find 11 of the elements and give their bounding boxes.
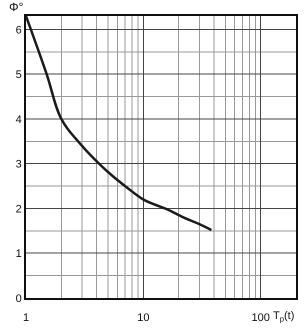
y-axis-title: Φ°: [9, 0, 24, 14]
x-axis-title: T$_{p}$(t): [273, 310, 294, 324]
x-tick-label: 10: [137, 312, 150, 324]
y-tick-label: 0: [16, 292, 22, 305]
y-tick-label: 5: [16, 69, 22, 82]
x-tick-label: 100: [252, 312, 270, 324]
y-tick-label: 6: [16, 24, 22, 36]
y-tick-label: 3: [16, 158, 22, 171]
y-tick-label: 2: [16, 203, 22, 216]
y-tick-label: 4: [16, 114, 22, 126]
y-tick-label: 1: [16, 248, 22, 260]
